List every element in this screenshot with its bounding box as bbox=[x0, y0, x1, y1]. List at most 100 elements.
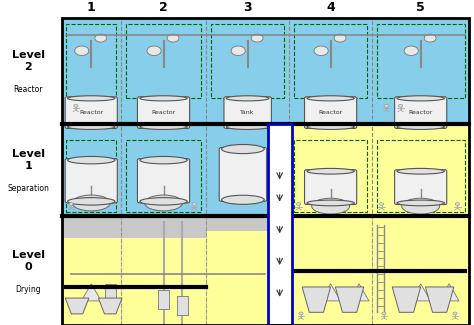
Circle shape bbox=[404, 46, 418, 56]
Circle shape bbox=[453, 312, 457, 315]
Circle shape bbox=[69, 203, 73, 205]
Text: 1: 1 bbox=[87, 1, 96, 14]
Circle shape bbox=[95, 34, 107, 42]
FancyBboxPatch shape bbox=[304, 170, 356, 204]
Ellipse shape bbox=[67, 96, 115, 101]
FancyBboxPatch shape bbox=[65, 159, 117, 203]
Ellipse shape bbox=[311, 198, 349, 214]
Bar bbox=[66, 24, 116, 98]
Bar bbox=[126, 139, 201, 213]
Text: 3: 3 bbox=[243, 1, 252, 14]
FancyBboxPatch shape bbox=[137, 97, 190, 128]
Bar bbox=[62, 18, 469, 124]
FancyBboxPatch shape bbox=[65, 97, 117, 128]
Bar bbox=[126, 24, 201, 98]
Polygon shape bbox=[439, 284, 459, 301]
Polygon shape bbox=[82, 284, 101, 301]
Polygon shape bbox=[336, 287, 364, 312]
Bar bbox=[158, 290, 169, 309]
Bar bbox=[377, 24, 465, 98]
Circle shape bbox=[297, 203, 301, 205]
Ellipse shape bbox=[221, 195, 264, 204]
Circle shape bbox=[75, 46, 89, 56]
FancyBboxPatch shape bbox=[394, 170, 447, 204]
Circle shape bbox=[382, 312, 386, 315]
Polygon shape bbox=[410, 284, 430, 301]
Circle shape bbox=[314, 46, 328, 56]
Ellipse shape bbox=[67, 156, 115, 164]
Circle shape bbox=[231, 46, 245, 56]
Ellipse shape bbox=[221, 145, 264, 154]
FancyBboxPatch shape bbox=[137, 159, 190, 203]
Circle shape bbox=[299, 312, 303, 315]
Circle shape bbox=[192, 203, 196, 205]
Text: Reactor: Reactor bbox=[319, 110, 343, 115]
Text: Level
0: Level 0 bbox=[12, 250, 45, 272]
Text: Reactor: Reactor bbox=[151, 110, 176, 115]
Circle shape bbox=[424, 34, 436, 42]
Text: Separation: Separation bbox=[8, 184, 49, 193]
Ellipse shape bbox=[67, 124, 115, 129]
Polygon shape bbox=[425, 287, 454, 312]
Polygon shape bbox=[302, 287, 331, 312]
Ellipse shape bbox=[67, 198, 115, 205]
Text: 2: 2 bbox=[159, 1, 168, 14]
Bar bbox=[377, 139, 465, 213]
Text: Level
2: Level 2 bbox=[12, 50, 45, 72]
Polygon shape bbox=[65, 298, 89, 314]
Bar bbox=[294, 24, 367, 98]
FancyBboxPatch shape bbox=[304, 97, 356, 128]
Ellipse shape bbox=[226, 124, 269, 129]
Ellipse shape bbox=[307, 96, 354, 101]
Circle shape bbox=[384, 104, 388, 107]
Circle shape bbox=[74, 104, 78, 107]
Circle shape bbox=[380, 203, 383, 205]
Bar bbox=[268, 124, 292, 325]
Bar bbox=[177, 296, 188, 316]
Bar bbox=[206, 215, 289, 231]
Circle shape bbox=[334, 34, 346, 42]
FancyBboxPatch shape bbox=[224, 97, 271, 128]
Ellipse shape bbox=[397, 96, 444, 101]
Circle shape bbox=[167, 34, 179, 42]
Polygon shape bbox=[392, 287, 420, 312]
Ellipse shape bbox=[397, 124, 444, 129]
Circle shape bbox=[147, 46, 161, 56]
Ellipse shape bbox=[401, 198, 439, 214]
Bar bbox=[62, 215, 206, 238]
Ellipse shape bbox=[307, 200, 354, 206]
Text: Tank: Tank bbox=[240, 110, 255, 115]
Bar bbox=[66, 139, 116, 213]
Polygon shape bbox=[320, 284, 340, 301]
Ellipse shape bbox=[145, 195, 182, 211]
Text: Drying: Drying bbox=[16, 285, 41, 294]
Ellipse shape bbox=[72, 195, 110, 211]
Polygon shape bbox=[349, 284, 369, 301]
Bar bbox=[62, 124, 289, 215]
Bar bbox=[289, 124, 469, 215]
Ellipse shape bbox=[397, 168, 444, 174]
FancyBboxPatch shape bbox=[219, 148, 266, 202]
Text: Reactor: Reactor bbox=[14, 85, 43, 94]
Ellipse shape bbox=[140, 198, 187, 205]
Text: Level
1: Level 1 bbox=[12, 150, 45, 171]
Text: Reactor: Reactor bbox=[409, 110, 433, 115]
Text: 4: 4 bbox=[326, 1, 335, 14]
FancyBboxPatch shape bbox=[394, 97, 447, 128]
Bar bbox=[104, 284, 116, 303]
Bar bbox=[62, 18, 469, 325]
Bar bbox=[211, 24, 284, 98]
Bar bbox=[62, 215, 469, 325]
Text: Reactor: Reactor bbox=[79, 110, 103, 115]
Polygon shape bbox=[99, 298, 122, 314]
Ellipse shape bbox=[140, 156, 187, 164]
Ellipse shape bbox=[397, 200, 444, 206]
Circle shape bbox=[251, 34, 263, 42]
Ellipse shape bbox=[307, 124, 354, 129]
Circle shape bbox=[456, 203, 459, 205]
Text: 5: 5 bbox=[416, 1, 425, 14]
Ellipse shape bbox=[140, 96, 187, 101]
Ellipse shape bbox=[226, 96, 269, 101]
Ellipse shape bbox=[307, 168, 354, 174]
Ellipse shape bbox=[140, 124, 187, 129]
